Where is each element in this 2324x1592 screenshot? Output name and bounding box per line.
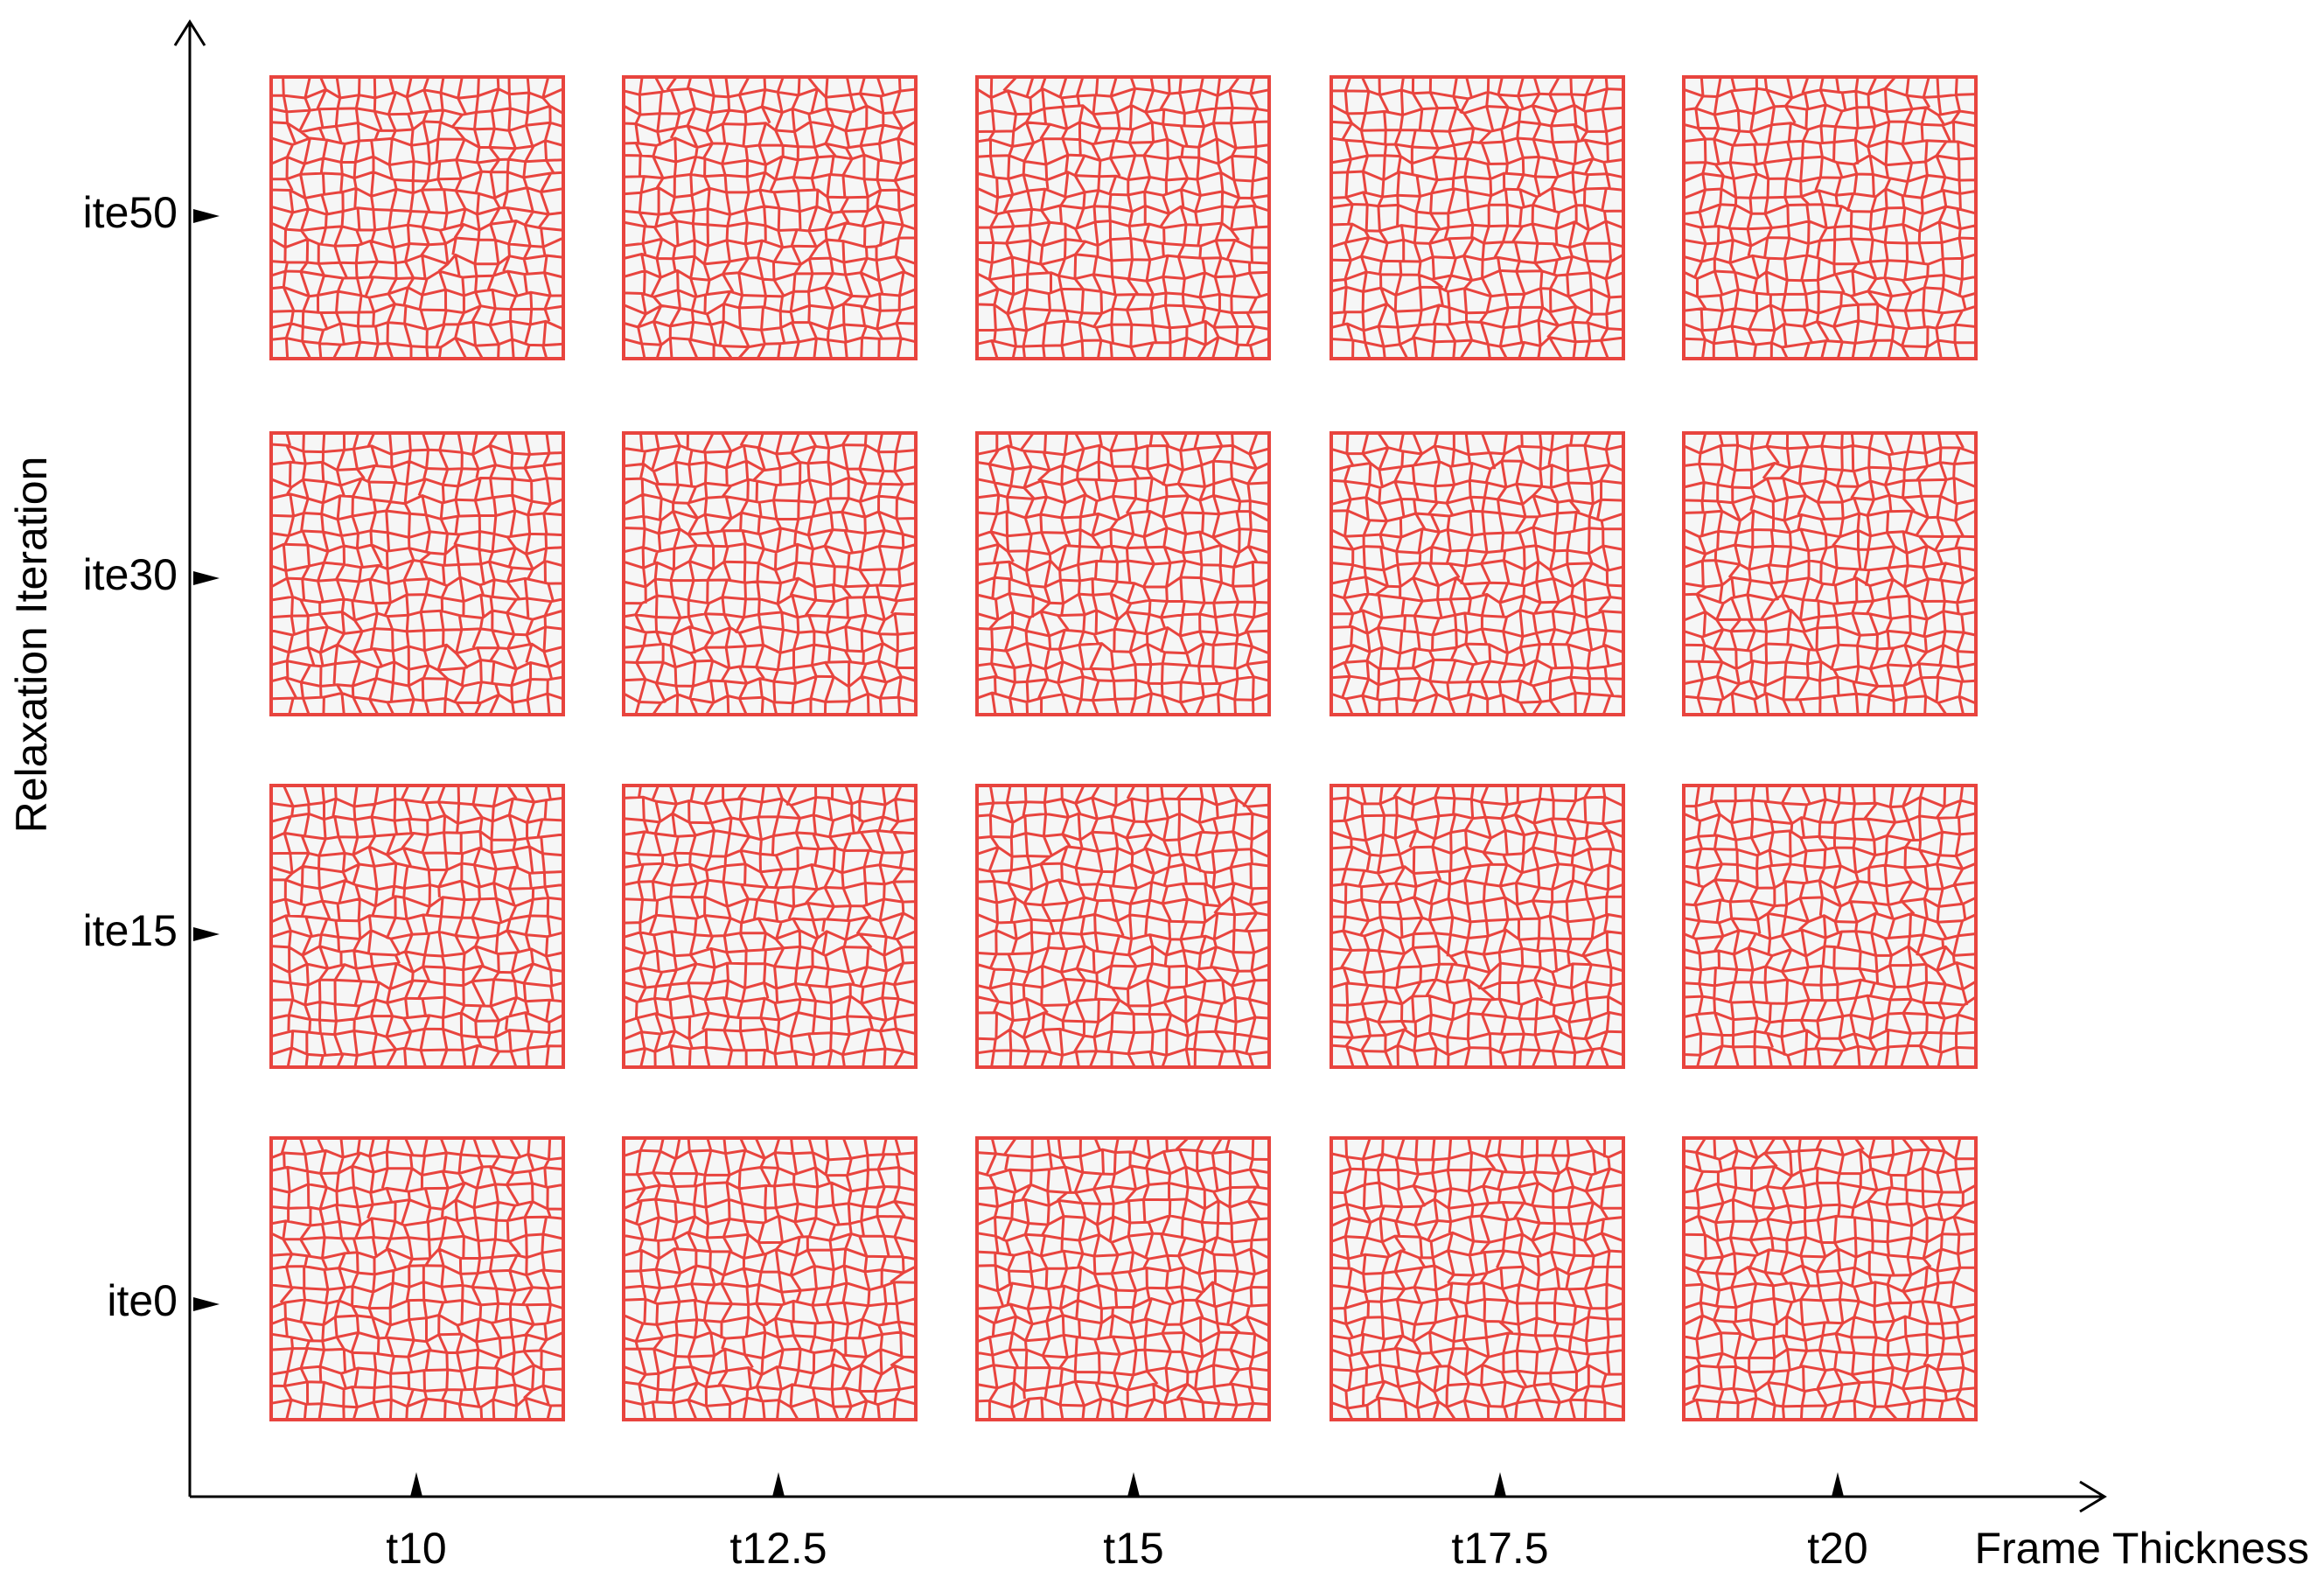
tile-frame xyxy=(269,784,565,1069)
tile-cells xyxy=(1684,786,1976,1067)
x-tick-label: t20 xyxy=(1807,1524,1868,1573)
y-tick-marker xyxy=(193,571,220,585)
x-tick-marker xyxy=(1494,1472,1506,1497)
x-tick-marker xyxy=(410,1472,422,1497)
tile-frame xyxy=(975,784,1271,1069)
tile-frame xyxy=(269,431,565,716)
x-axis-arrow xyxy=(2079,1480,2107,1513)
x-axis-label: Frame Thickness xyxy=(1974,1524,2309,1573)
y-tick-label: ite15 xyxy=(83,906,178,955)
x-tick-label: t15 xyxy=(1103,1524,1164,1573)
tile-frame xyxy=(1329,1136,1625,1421)
tile-frame xyxy=(622,75,918,360)
tile-cells xyxy=(1331,77,1623,359)
y-tick-label: ite0 xyxy=(107,1276,178,1325)
y-axis-label: Relaxation Iteration xyxy=(7,457,56,834)
tile-frame xyxy=(1329,431,1625,716)
tile-frame xyxy=(1682,1136,1978,1421)
x-tick-marker xyxy=(1832,1472,1844,1497)
tile-cells xyxy=(1684,433,1976,715)
tile-cells xyxy=(624,433,916,715)
tile-cells xyxy=(271,77,563,359)
tile-frame xyxy=(1682,431,1978,716)
tile-frame xyxy=(1329,784,1625,1069)
tile-frame xyxy=(1329,75,1625,360)
x-tick-marker xyxy=(1127,1472,1140,1497)
x-tick-label: t12.5 xyxy=(729,1524,827,1573)
tile-cells xyxy=(271,433,563,715)
tile-cells xyxy=(1684,1138,1976,1420)
tile-cells xyxy=(1684,77,1976,359)
tile-cells xyxy=(1331,433,1623,715)
tile-frame xyxy=(622,784,918,1069)
y-axis-arrow xyxy=(173,19,206,46)
tile-frame xyxy=(1682,784,1978,1069)
tile-frame xyxy=(269,75,565,360)
tile-frame xyxy=(269,1136,565,1421)
y-tick-label: ite30 xyxy=(83,550,178,599)
tile-cells xyxy=(271,1138,563,1420)
tile-cells xyxy=(1331,786,1623,1067)
tile-cells xyxy=(624,1138,916,1420)
y-tick-marker xyxy=(193,1297,220,1311)
tile-cells xyxy=(1331,1138,1623,1420)
x-tick-label: t10 xyxy=(386,1524,447,1573)
tile-cells xyxy=(977,433,1269,715)
tile-cells xyxy=(624,77,916,359)
tile-frame xyxy=(975,431,1271,716)
y-tick-label: ite50 xyxy=(83,188,178,237)
tile-cells xyxy=(271,786,563,1067)
tile-frame xyxy=(975,75,1271,360)
tile-frame xyxy=(975,1136,1271,1421)
tile-cells xyxy=(977,1138,1269,1420)
x-tick-label: t17.5 xyxy=(1451,1524,1548,1573)
y-tick-marker xyxy=(193,209,220,223)
tile-frame xyxy=(622,1136,918,1421)
y-tick-marker xyxy=(193,927,220,941)
x-tick-marker xyxy=(772,1472,785,1497)
tile-frame xyxy=(1682,75,1978,360)
tile-frame xyxy=(622,431,918,716)
tile-cells xyxy=(977,786,1269,1067)
tile-cells xyxy=(977,77,1269,359)
